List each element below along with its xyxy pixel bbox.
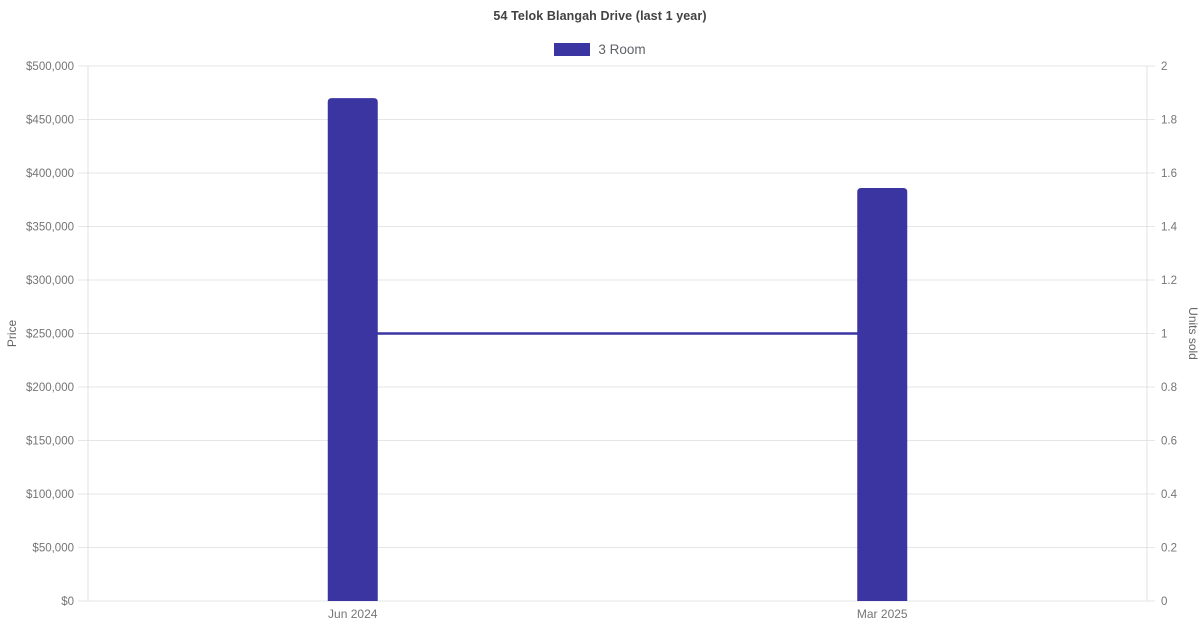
y-left-tick-label: $0 (61, 596, 74, 608)
y-right-tick-label: 0.8 (1161, 382, 1177, 394)
y-right-tick-label: 2 (1161, 61, 1167, 73)
y-right-tick-label: 0 (1161, 596, 1167, 608)
y-right-tick-label: 1.2 (1161, 275, 1177, 287)
y-left-tick-label: $450,000 (26, 115, 74, 127)
y-left-axis-title: Price (5, 320, 19, 348)
y-left-tick-label: $300,000 (26, 275, 74, 287)
y-right-tick-label: 0.2 (1161, 543, 1177, 555)
price-bar-jun-2024[interactable] (327, 98, 378, 601)
y-right-axis-title: Units sold (1186, 307, 1200, 360)
price-bar-mar-2025[interactable] (857, 187, 908, 602)
x-tick-label: Jun 2024 (328, 607, 378, 621)
y-right-tick-label: 1 (1161, 329, 1167, 341)
y-right-tick-label: 0.6 (1161, 436, 1177, 448)
y-left-tick-label: $150,000 (26, 436, 74, 448)
x-tick-label: Mar 2025 (857, 607, 908, 621)
y-left-tick-label: $250,000 (26, 329, 74, 341)
legend-item-3-room[interactable]: 3 Room (554, 42, 646, 57)
y-left-tick-label: $350,000 (26, 222, 74, 234)
chart-legend: 3 Room (0, 42, 1200, 57)
chart-title: 54 Telok Blangah Drive (last 1 year) (493, 9, 707, 23)
y-left-tick-label: $400,000 (26, 168, 74, 180)
y-right-tick-label: 1.8 (1161, 115, 1177, 127)
y-right-tick-label: 1.4 (1161, 222, 1178, 234)
legend-label: 3 Room (598, 42, 646, 57)
y-left-tick-label: $100,000 (26, 489, 74, 501)
y-left-tick-label: $200,000 (26, 382, 74, 394)
legend-swatch-icon (554, 43, 591, 56)
y-right-tick-label: 1.6 (1161, 168, 1177, 180)
y-left-tick-label: $50,000 (32, 543, 74, 555)
y-right-tick-label: 0.4 (1161, 489, 1178, 501)
y-left-tick-label: $500,000 (26, 61, 74, 73)
